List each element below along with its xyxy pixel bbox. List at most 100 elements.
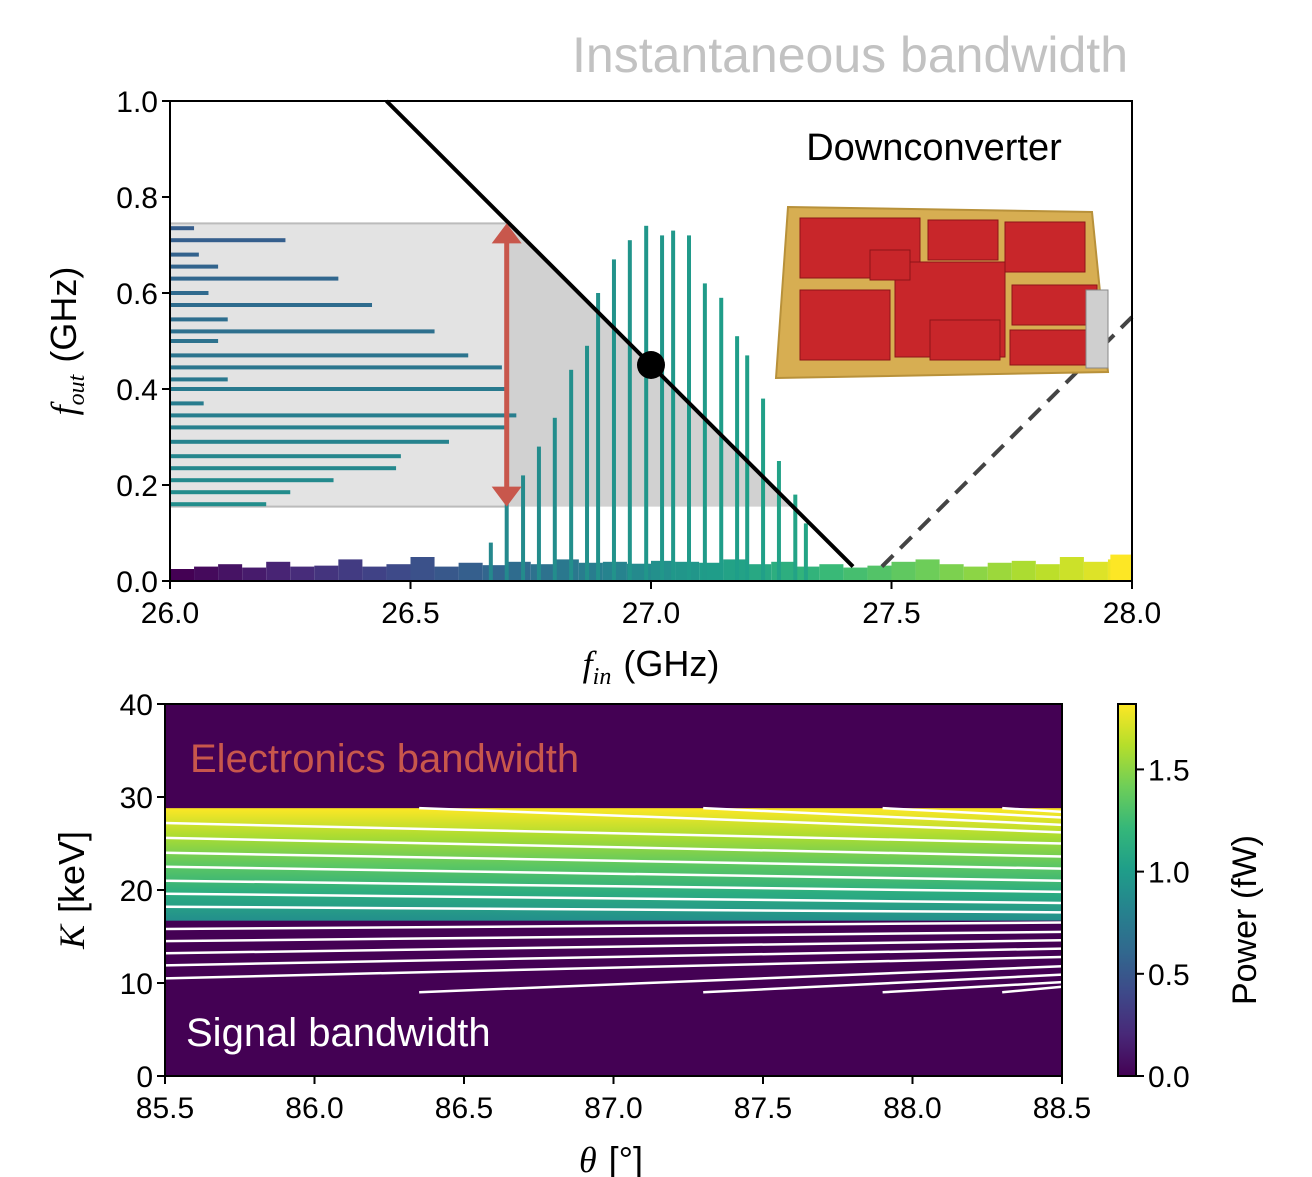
noise-bar [1036,564,1060,581]
output-peak [170,425,507,429]
output-peak [170,329,435,333]
x-tick-label: 86.0 [285,1092,343,1125]
output-peak [170,440,449,444]
input-peak [761,399,765,581]
board-block [800,290,890,360]
input-peak [505,499,509,581]
axis-label: θ [°] [579,1139,643,1177]
noise-bar [867,566,891,581]
input-peak [489,543,493,581]
x-tick-label: 88.0 [883,1092,941,1125]
noise-bar [1060,557,1084,581]
input-peak [569,370,573,581]
input-peak [537,447,541,581]
y-tick-label: 30 [120,782,153,815]
output-peak [170,353,468,357]
x-tick-label: 85.5 [136,1092,194,1125]
y-tick-label: 40 [120,689,153,722]
output-peak [170,238,285,242]
colorbar-tick-label: 1.0 [1148,857,1190,890]
input-peak [628,240,632,581]
input-peak [596,293,600,581]
chart-title: Instantaneous bandwidth [572,27,1128,83]
noise-bar [411,557,435,581]
noise-bar [892,562,916,581]
noise-bar [290,567,314,581]
x-tick-label: 27.5 [862,597,920,630]
colorbar [1118,704,1136,1076]
output-peak [170,454,401,458]
y-tick-label: 20 [120,875,153,908]
annotation: Signal bandwidth [186,1011,491,1055]
input-peak [585,346,589,581]
noise-bar [459,563,483,581]
lo-point [637,351,665,379]
y-tick-label: 0.0 [116,566,158,599]
y-tick-label: 0.8 [116,182,158,215]
axis-label: K[keV] [51,831,92,950]
noise-bar [507,562,531,581]
input-peak [612,259,616,581]
board-block [1012,285,1097,325]
axis-unit: (GHz) [623,643,719,684]
downconverter-photo [776,207,1108,378]
board-block [930,320,1000,360]
colorbar-tick-label: 1.5 [1148,754,1190,787]
x-tick-label: 28.0 [1103,597,1161,630]
x-tick-label: 86.5 [435,1092,493,1125]
output-peak [170,387,507,391]
noise-bar [555,559,579,581]
input-peak [735,336,739,581]
output-peak [170,413,516,417]
output-peak [170,377,228,381]
output-peak [170,226,194,230]
axis-label: fout(GHz) [43,267,90,416]
board-block [870,250,910,280]
input-peak [660,235,664,581]
noise-bar [531,564,555,581]
noise-bar [1012,561,1036,581]
annotation: Electronics bandwidth [190,737,579,781]
board-block [1005,222,1085,272]
x-tick-label: 87.5 [734,1092,792,1125]
y-tick-label: 0.4 [116,374,158,407]
axis-unit: (GHz) [43,267,84,363]
bandwidth-band [170,223,507,506]
input-peak [671,231,675,581]
output-peak [170,339,218,343]
input-peak [687,235,691,581]
output-peak [170,291,208,295]
board-block [1010,330,1090,365]
noise-bar [1110,555,1132,581]
output-peak [170,265,218,269]
colorbar-label: Power (fW) [1226,835,1264,1005]
noise-bar [1084,562,1108,581]
noise-bar [747,564,771,581]
noise-bar [170,569,194,581]
output-peak [170,466,396,470]
input-peak [553,418,557,581]
noise-bar [218,564,242,581]
output-peak [170,303,372,307]
x-tick-label: 88.5 [1033,1092,1091,1125]
board-block [928,220,998,260]
output-peak [170,478,334,482]
input-peak [777,461,781,581]
noise-bar [362,567,386,581]
photo-label: Downconverter [806,127,1062,169]
noise-bar [314,566,338,581]
output-peak [170,365,502,369]
y-tick-label: 10 [120,968,153,1001]
axis-subscript: in [593,664,612,690]
noise-bar [940,564,964,581]
noise-bar [916,559,940,581]
output-peak [170,401,204,405]
axis-symbol: θ [579,1140,597,1177]
board-connector [1086,290,1108,368]
input-peak [804,523,808,581]
noise-bar [338,559,362,581]
output-peak [170,317,228,321]
input-peak [521,475,525,581]
axis-unit: [°] [609,1139,643,1177]
input-peak [745,355,749,581]
